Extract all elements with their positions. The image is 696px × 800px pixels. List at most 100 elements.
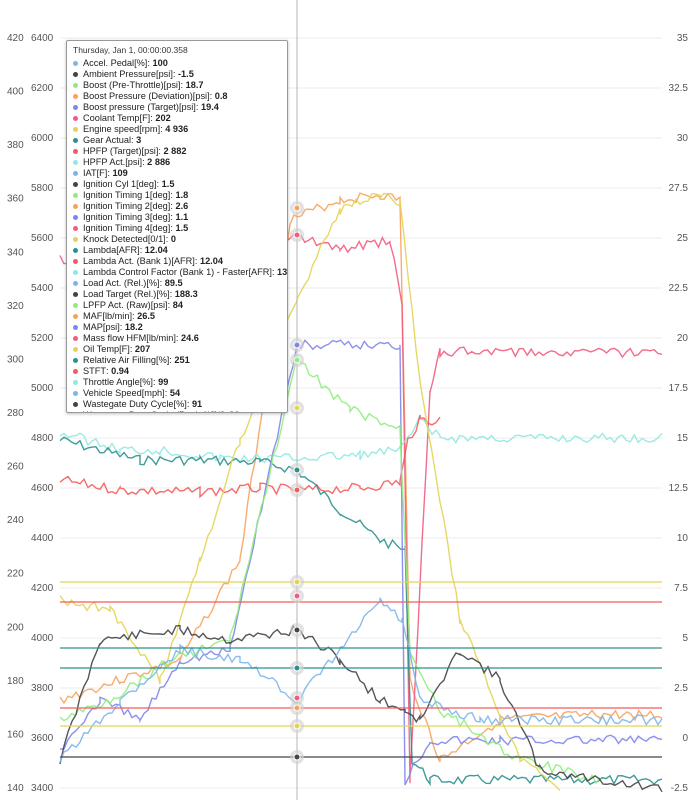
tooltip-row: Wastegate Duty Cycle (Bank 1)[%]: 91	[73, 410, 281, 412]
tooltip-row-value: 0.94	[111, 366, 129, 376]
data-tooltip: Thursday, Jan 1, 00:00:00.358 Accel. Ped…	[66, 40, 288, 413]
chart-series-lines[interactable]	[59, 192, 663, 793]
series-dot-icon	[73, 292, 78, 297]
series-dot-icon	[73, 116, 78, 121]
series-line[interactable]	[59, 436, 663, 787]
tooltip-row: HPFP (Target)[psi]: 2 882	[73, 146, 281, 157]
series-dot-icon	[73, 237, 78, 242]
tooltip-row: Ignition Timing 4[deg]: 1.5	[73, 223, 281, 234]
tooltip-row-value: 2 882	[163, 146, 187, 156]
series-dot-icon	[73, 204, 78, 209]
series-dot-icon	[73, 336, 78, 341]
tooltip-date: Thursday, Jan 1, 00:00:00.358	[73, 45, 188, 55]
right-axis-tick: 17.5	[669, 383, 689, 394]
tooltip-row-label: Boost (Pre-Throttle)[psi]	[83, 80, 181, 90]
crosshair-marker	[293, 486, 301, 494]
right-axis-tick: 15	[677, 433, 689, 444]
tooltip-row-separator: :	[150, 113, 156, 123]
tooltip-row-value: 251	[174, 355, 190, 365]
tooltip-row: Ignition Cyl 1[deg]: 1.5	[73, 179, 281, 190]
tooltip-row-separator: :	[165, 234, 171, 244]
tooltip-row-separator: :	[170, 223, 176, 233]
tooltip-row: Lambda Control Factor (Bank 1) - Faster[…	[73, 267, 287, 278]
tooltip-row-label: Engine speed[rpm]	[83, 124, 161, 134]
left-inner-tick: 4000	[31, 633, 54, 644]
tooltip-row-separator: :	[170, 190, 176, 200]
tooltip-row-label: Wastegate Duty Cycle[%]	[83, 399, 187, 409]
tooltip-row-value: 19.4	[200, 102, 219, 112]
left-outer-tick: 200	[7, 622, 24, 633]
crosshair-marker	[293, 694, 301, 702]
right-axis-tick: -2.5	[671, 783, 689, 794]
tooltip-row-separator: :	[152, 377, 159, 387]
tooltip-row-label: Coolant Temp[F]	[83, 113, 151, 123]
left-outer-tick: 300	[7, 354, 24, 365]
tooltip-row: Lambda[AFR]: 12.04	[73, 245, 281, 256]
tooltip-row-value: 24.6	[181, 333, 199, 343]
series-dot-icon	[73, 138, 78, 143]
series-line[interactable]	[59, 415, 663, 464]
crosshair-marker	[293, 722, 301, 730]
left-inner-tick: 4200	[31, 583, 54, 594]
tooltip-row-value: 0	[170, 234, 176, 244]
series-line[interactable]	[59, 354, 601, 785]
left-inner-tick: 3600	[31, 733, 54, 744]
series-dot-icon	[73, 391, 78, 396]
series-line[interactable]	[59, 339, 663, 786]
tooltip-row-label: LPFP Act. (Raw)[psi]	[83, 300, 168, 310]
left-inner-tick: 5400	[31, 283, 54, 294]
tooltip-row: Throttle Angle[%]: 99	[73, 377, 281, 388]
series-dot-icon	[73, 105, 78, 110]
tooltip-row-separator: :	[169, 355, 175, 365]
series-line[interactable]	[59, 414, 441, 499]
tooltip-row-value: 0.8	[214, 91, 228, 101]
tooltip-row-label: HPFP Act.[psi]	[83, 157, 143, 167]
tooltip-row-label: Vehicle Speed[mph]	[83, 388, 165, 398]
tooltip-row-label: Boost pressure (Target)[psi]	[83, 102, 196, 112]
tooltip-row-value: 18.2	[124, 322, 143, 332]
series-dot-icon	[73, 248, 78, 253]
tooltip-row: Ignition Timing 3[deg]: 1.1	[73, 212, 281, 223]
tooltip-row-value: 26.5	[137, 311, 156, 321]
right-axis-tick: 22.5	[669, 283, 689, 294]
tooltip-row-value: 109	[112, 168, 128, 178]
series-line[interactable]	[59, 192, 561, 791]
series-dot-icon	[73, 303, 78, 308]
series-dot-icon	[73, 127, 78, 132]
tooltip-row: Mass flow HFM[lb/min]: 24.6	[73, 333, 281, 344]
series-line[interactable]	[59, 597, 663, 763]
tooltip-row-separator: :	[160, 124, 166, 134]
left-inner-tick: 6200	[31, 83, 54, 94]
tooltip-row: Boost pressure (Target)[psi]: 19.4	[73, 102, 281, 113]
tooltip-row-label: HPFP (Target)[psi]	[83, 146, 159, 156]
tooltip-row-separator: :	[164, 388, 170, 398]
crosshair-marker	[293, 356, 301, 364]
tooltip-row-value: 18.7	[185, 80, 204, 90]
tooltip-row-separator: :	[175, 333, 182, 343]
tooltip-row-label: Oil Temp[F]	[83, 344, 130, 354]
series-dot-icon	[73, 94, 78, 99]
tooltip-row-label: Ignition Timing 4[deg]	[83, 223, 171, 233]
tooltip-row-value: 13.82	[277, 267, 288, 277]
tooltip-row-separator: :	[224, 410, 229, 412]
tooltip-row: Knock Detected[0/1]: 0	[73, 234, 281, 245]
crosshair-markers	[290, 201, 304, 764]
series-line[interactable]	[59, 624, 663, 793]
tooltip-row-label: Mass flow HFM[lb/min]	[83, 333, 176, 343]
tooltip-row-label: Throttle Angle[%]	[83, 377, 153, 387]
series-dot-icon	[73, 380, 78, 385]
series-dot-icon	[73, 347, 78, 352]
tooltip-row-value: 4 936	[165, 124, 189, 134]
crosshair-marker	[293, 753, 301, 761]
tooltip-row: Ambient Pressure[psi]: -1.5	[73, 69, 281, 80]
left-inner-tick: 4800	[31, 433, 54, 444]
tooltip-row-label: STFT	[83, 366, 106, 376]
right-axis-tick: 12.5	[669, 483, 689, 494]
series-dot-icon	[73, 149, 78, 154]
tooltip-row-value: 1.5	[161, 179, 175, 189]
left-outer-tick: 260	[7, 462, 24, 473]
tooltip-row-value: 12.04	[199, 256, 223, 266]
left-outer-tick: 240	[7, 515, 24, 526]
right-axis-tick: 20	[677, 333, 689, 344]
right-axis-tick: 5	[682, 633, 688, 644]
